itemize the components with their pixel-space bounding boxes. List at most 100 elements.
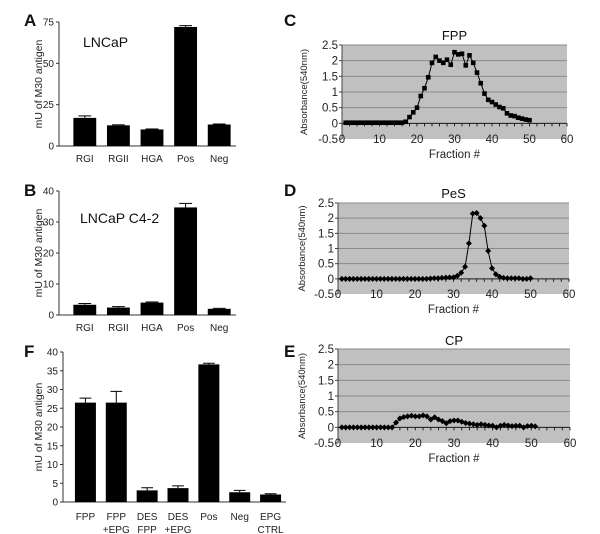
bar <box>229 492 251 502</box>
y-tick-label: 0 <box>332 118 338 130</box>
data-point <box>369 275 376 282</box>
data-point <box>358 424 365 431</box>
y-axis-label: mU of M30 antigen <box>33 39 45 128</box>
data-point <box>404 275 411 282</box>
y-axis-label: Absorbance(540nm) <box>297 205 308 291</box>
data-point <box>384 120 390 126</box>
data-point <box>381 275 388 282</box>
y-tick-label: 0 <box>328 274 334 286</box>
x-category-label: HGA <box>141 323 163 334</box>
data-point <box>505 422 512 429</box>
data-point <box>500 105 506 111</box>
data-point <box>474 70 480 75</box>
x-axis-label: Fraction # <box>428 304 480 316</box>
data-point <box>447 418 454 425</box>
data-point <box>455 52 461 57</box>
data-point <box>519 275 526 282</box>
y-tick-label: 0 <box>48 142 54 153</box>
y-tick-label: 25 <box>47 404 59 415</box>
x-category-label: HGA <box>141 154 163 165</box>
data-point <box>508 275 515 282</box>
x-tick-label: 10 <box>370 438 383 450</box>
data-point <box>425 74 431 80</box>
data-point <box>523 275 530 282</box>
data-point <box>462 419 469 426</box>
y-tick-label: 0 <box>48 311 54 322</box>
data-point <box>346 424 353 431</box>
x-category-label: FPP <box>107 512 127 523</box>
data-point <box>470 421 477 428</box>
data-point <box>466 420 473 427</box>
x-category-label: +EPG <box>165 525 192 534</box>
y-tick-label: 2.5 <box>318 198 334 210</box>
x-tick-label: 20 <box>411 134 424 146</box>
bar <box>73 304 97 315</box>
data-point <box>377 120 382 126</box>
data-point <box>358 275 365 282</box>
x-tick-label: 30 <box>447 289 460 301</box>
data-point <box>474 421 481 428</box>
data-point <box>350 275 357 282</box>
chart-title: PeS <box>441 186 466 201</box>
x-category-label: Neg <box>210 323 228 334</box>
data-point <box>448 62 454 68</box>
data-point <box>512 275 519 282</box>
data-point <box>362 120 367 126</box>
data-point <box>369 424 376 431</box>
x-tick-label: 60 <box>561 134 574 146</box>
bar-chart-f: 0 5 10 15 20 25 30 35 40 mU of M30 antigen FPP FPP +… <box>33 348 286 534</box>
data-point <box>473 210 480 217</box>
y-tick-label: 0 <box>52 498 58 509</box>
x-tick-label: 20 <box>409 438 422 450</box>
data-point <box>451 417 457 424</box>
data-point <box>527 117 532 123</box>
x-tick-label: 10 <box>370 289 383 301</box>
bar <box>136 490 158 502</box>
x-category-label: FPP <box>76 512 96 523</box>
data-point <box>459 51 465 57</box>
data-point <box>419 275 426 282</box>
data-point <box>443 420 450 427</box>
data-point <box>492 271 499 278</box>
panel-label-b: B <box>24 181 36 200</box>
x-tick-label: 0 <box>339 134 345 146</box>
y-tick-label: 20 <box>47 423 59 434</box>
x-tick-label: 60 <box>564 438 577 450</box>
data-point <box>509 423 515 430</box>
data-point <box>454 272 461 279</box>
y-axis-label: Absorbance(540nm) <box>299 49 310 135</box>
y-axis-label: mU of M30 antigen <box>33 208 45 297</box>
bar <box>140 129 164 146</box>
data-point <box>504 111 510 116</box>
data-point <box>500 274 507 281</box>
data-point <box>354 120 360 126</box>
bar <box>74 402 96 502</box>
y-tick-label: 2 <box>332 56 338 68</box>
x-tick-label: 10 <box>373 134 386 146</box>
data-point <box>470 60 476 66</box>
x-axis-label: Fraction # <box>428 453 480 465</box>
data-point <box>485 97 491 103</box>
x-category-label: RGII <box>108 323 129 334</box>
data-point <box>463 63 469 68</box>
y-tick-label: 2.5 <box>322 40 338 52</box>
x-tick-label: 30 <box>448 438 461 450</box>
data-point <box>423 275 430 282</box>
data-point <box>437 58 442 63</box>
panel-label-d: D <box>284 181 296 200</box>
panel-label-f: F <box>24 342 34 361</box>
data-point <box>410 110 416 115</box>
x-tick-label: 50 <box>523 134 536 146</box>
chart-inset-title: LNCaP <box>83 34 128 50</box>
y-tick-label: 2 <box>328 213 334 225</box>
data-point <box>444 57 450 63</box>
data-point <box>523 117 529 122</box>
data-point <box>497 104 502 110</box>
data-point <box>404 413 411 420</box>
y-axis-label: mU of M30 antigen <box>33 382 45 471</box>
x-category-label: DES <box>137 512 158 523</box>
y-tick-label: -0.5 <box>314 289 334 301</box>
data-point <box>354 424 361 431</box>
data-point <box>346 275 353 282</box>
data-point <box>358 120 364 126</box>
